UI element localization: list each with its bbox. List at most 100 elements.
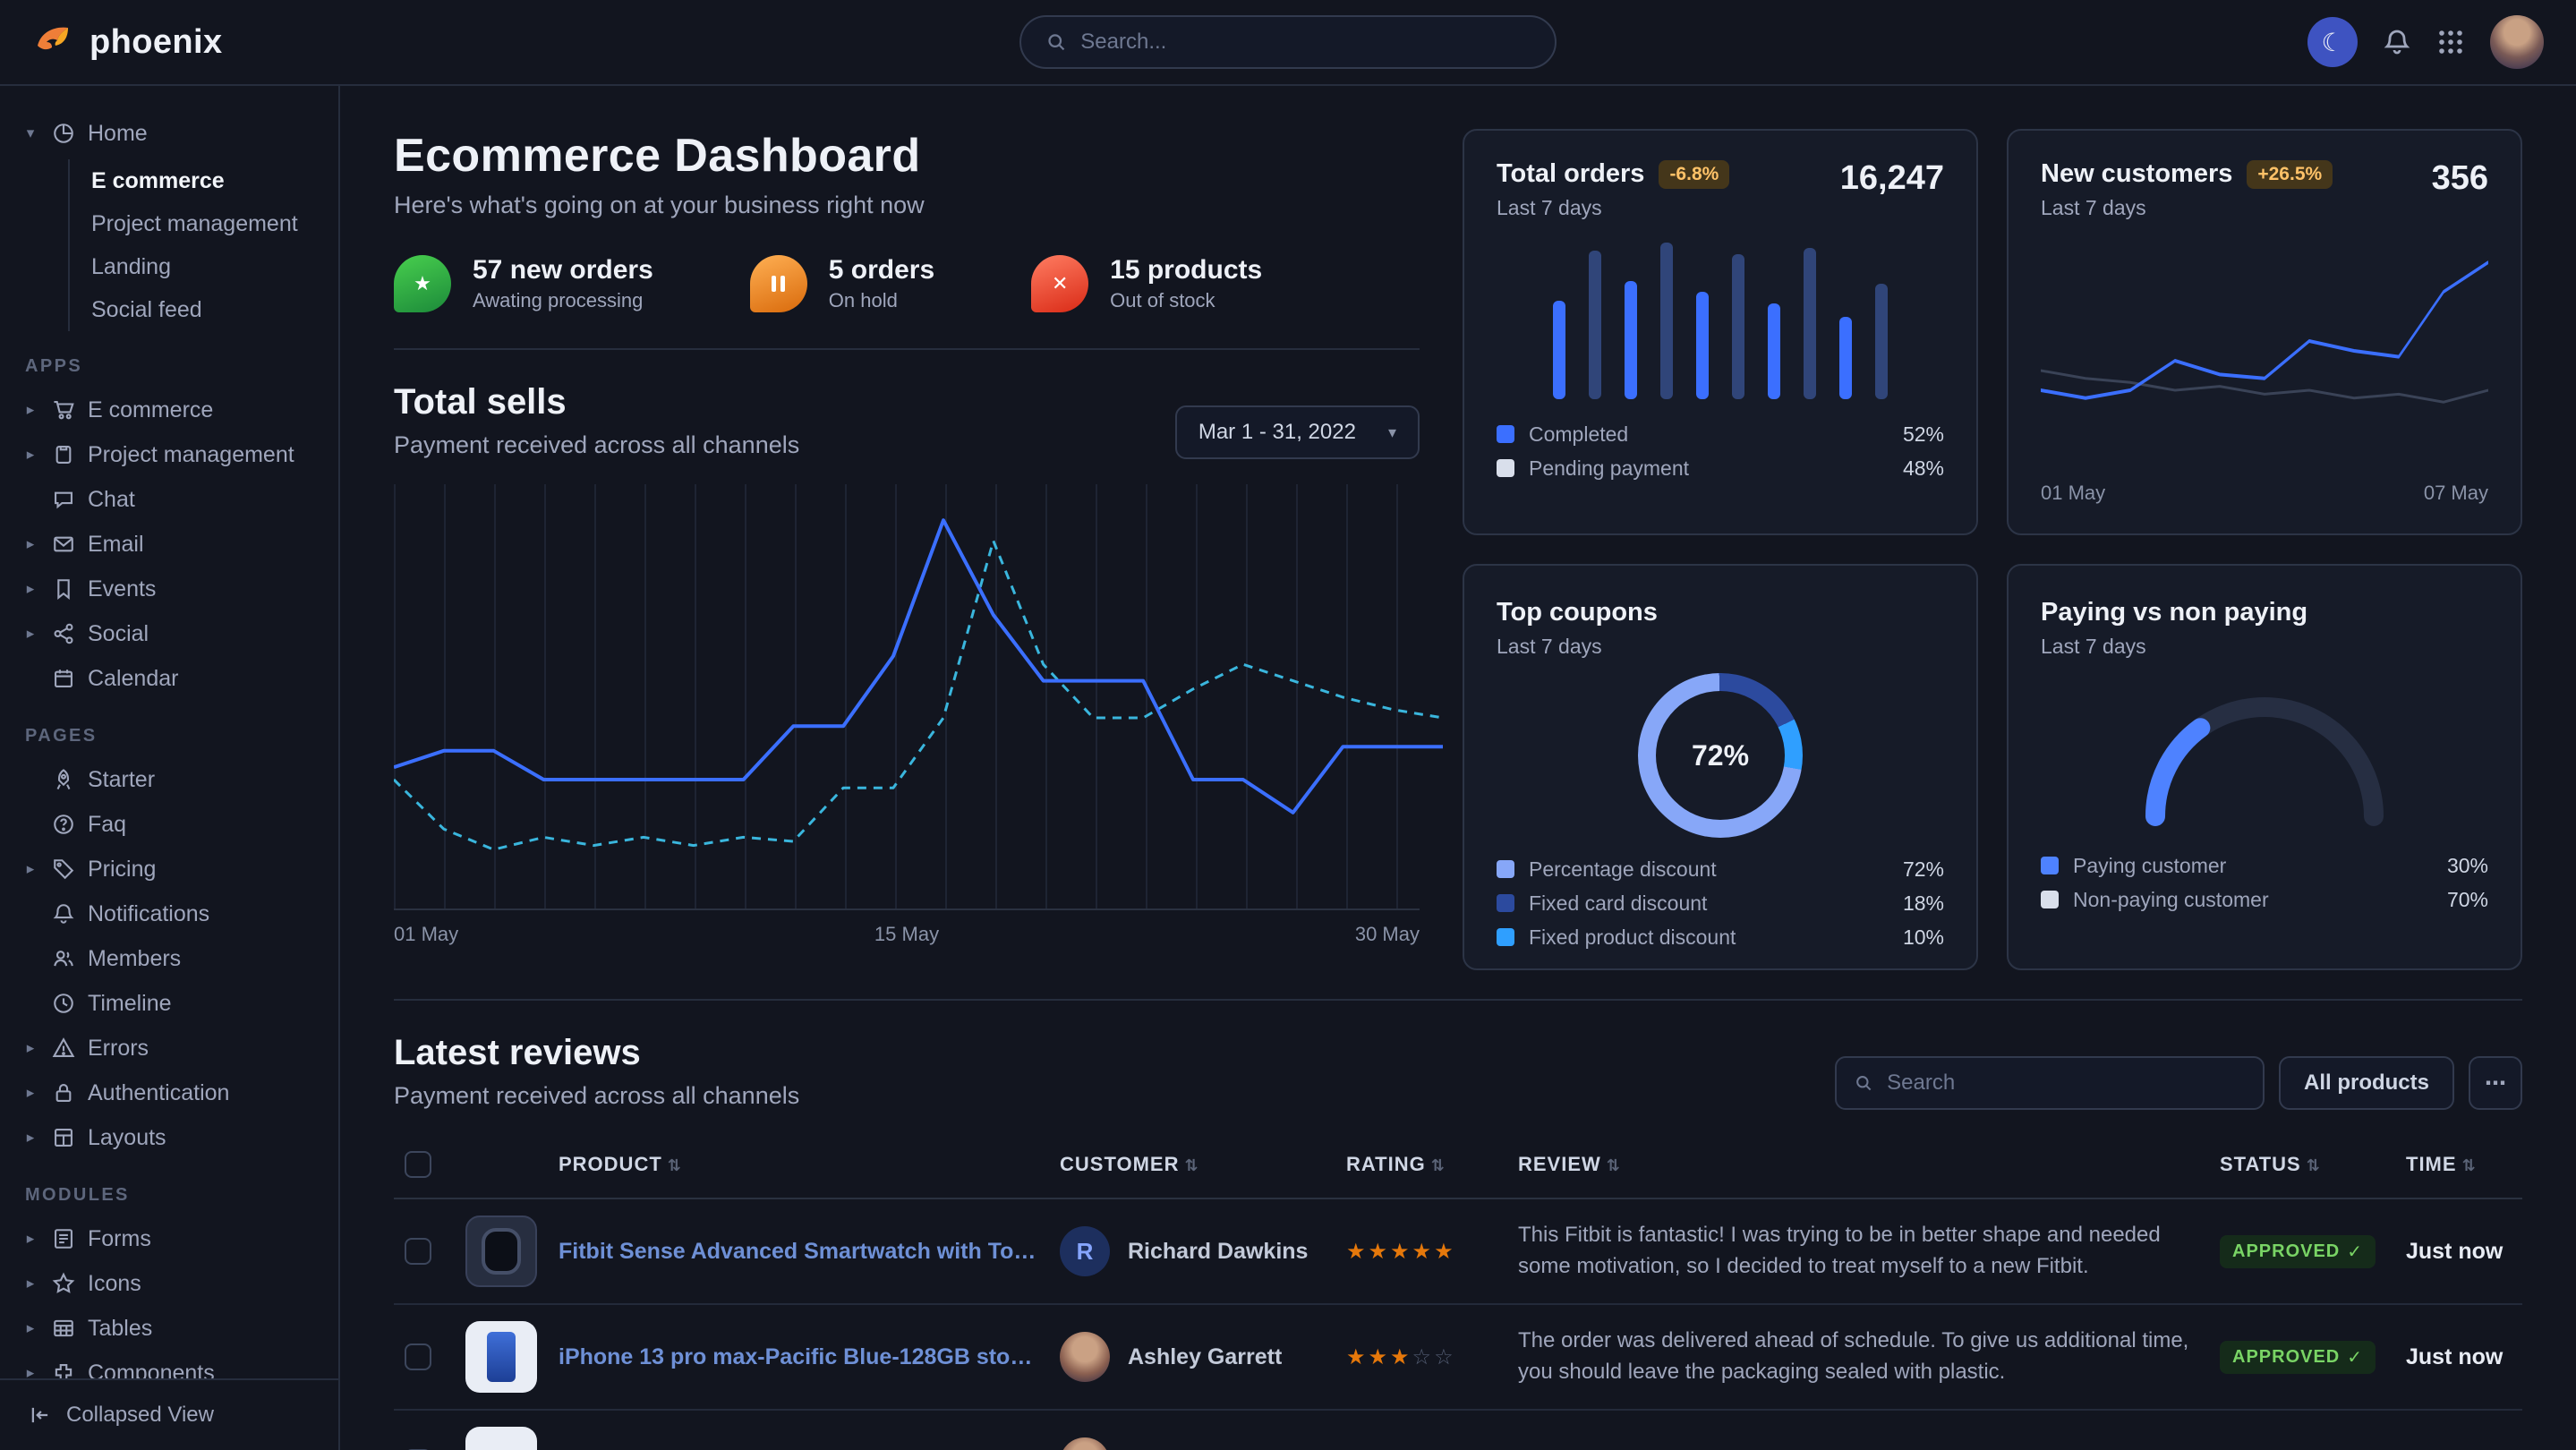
sidebar-item-tables[interactable]: ▸ Tables xyxy=(21,1306,317,1351)
column-header-customer[interactable]: CUSTOMER⇅ xyxy=(1049,1131,1335,1198)
date-range-select[interactable]: Mar 1 - 31, 2022 ▾ xyxy=(1175,405,1420,459)
sidebar-item-home[interactable]: ▾ Home xyxy=(21,111,317,156)
reviews-table: PRODUCT⇅ CUSTOMER⇅ RATING⇅ REVIEW⇅ STATU… xyxy=(394,1131,2522,1450)
clock-icon xyxy=(52,992,75,1015)
stat-new-orders: ★ 57 new orders Awating processing xyxy=(394,255,653,312)
card-title: New customers xyxy=(2041,159,2232,189)
status-badge: APPROVED✓ xyxy=(2220,1341,2376,1374)
sidebar-item-email[interactable]: ▸ Email xyxy=(21,522,317,567)
user-avatar[interactable] xyxy=(2490,15,2544,69)
sidebar-item-project-management-app[interactable]: ▸ Project management xyxy=(21,432,317,477)
home-submenu: E commerce Project management Landing So… xyxy=(68,159,317,331)
total-sells-x-axis: 01 May 15 May 30 May xyxy=(394,923,1420,946)
bell-icon xyxy=(2383,28,2411,56)
phoenix-logo-icon xyxy=(32,21,75,64)
new-customers-chart xyxy=(2041,245,2488,464)
reviews-subtitle: Payment received across all channels xyxy=(394,1082,799,1110)
sidebar-subitem-landing[interactable]: Landing xyxy=(91,245,317,288)
sidebar-item-chat[interactable]: Chat xyxy=(21,477,317,522)
sidebar-item-events[interactable]: ▸ Events xyxy=(21,567,317,611)
paying-vs-non-paying-card: Paying vs non paying Last 7 days Paying … xyxy=(2007,564,2522,970)
collapsed-view-toggle[interactable]: Collapsed View xyxy=(0,1378,338,1450)
sidebar-item-timeline[interactable]: Timeline xyxy=(21,981,317,1026)
sidebar-item-forms[interactable]: ▸ Forms xyxy=(21,1216,317,1261)
legend-completed: Completed 52% xyxy=(1497,417,1944,451)
apps-grid-button[interactable] xyxy=(2436,28,2465,56)
notifications-button[interactable] xyxy=(2383,28,2411,56)
reviews-search-input[interactable] xyxy=(1887,1070,2245,1096)
product-image xyxy=(465,1427,537,1450)
column-header-status[interactable]: STATUS⇅ xyxy=(2209,1131,2395,1198)
sidebar-item-faq[interactable]: Faq xyxy=(21,802,317,847)
orders-bar-chart xyxy=(1497,235,1944,399)
all-products-button[interactable]: All products xyxy=(2279,1056,2454,1110)
sidebar-item-layouts[interactable]: ▸ Layouts xyxy=(21,1115,317,1160)
select-all-checkbox[interactable] xyxy=(405,1151,431,1178)
product-link[interactable]: Fitbit Sense Advanced Smartwatch with To… xyxy=(559,1239,1038,1265)
table-header-row: PRODUCT⇅ CUSTOMER⇅ RATING⇅ REVIEW⇅ STATU… xyxy=(394,1131,2522,1198)
reviews-search[interactable] xyxy=(1835,1056,2265,1110)
column-header-time[interactable]: TIME⇅ xyxy=(2395,1131,2522,1198)
brand-name: phoenix xyxy=(90,23,222,62)
search-input[interactable] xyxy=(1080,30,1530,55)
column-header-product[interactable]: PRODUCT⇅ xyxy=(455,1131,1049,1198)
table-row-partial xyxy=(394,1410,2522,1450)
row-checkbox[interactable] xyxy=(405,1238,431,1265)
more-options-button[interactable]: ⋯ xyxy=(2469,1056,2522,1110)
product-link[interactable]: iPhone 13 pro max-Pacific Blue-128GB sto… xyxy=(559,1344,1038,1370)
sort-icon: ⇅ xyxy=(668,1156,682,1174)
new-orders-icon: ★ xyxy=(394,255,451,312)
product-image xyxy=(465,1215,537,1287)
share-icon xyxy=(52,622,75,645)
caret-right-icon: ▸ xyxy=(21,860,39,878)
global-search[interactable] xyxy=(1019,15,1557,69)
row-checkbox[interactable] xyxy=(405,1343,431,1370)
latest-reviews-section: Latest reviews Payment received across a… xyxy=(394,1001,2522,1450)
caret-right-icon: ▸ xyxy=(21,1039,39,1057)
users-icon xyxy=(52,947,75,970)
sort-icon: ⇅ xyxy=(1431,1156,1446,1174)
column-header-rating[interactable]: RATING⇅ xyxy=(1335,1131,1507,1198)
sidebar-item-icons[interactable]: ▸ Icons xyxy=(21,1261,317,1306)
collapse-icon xyxy=(29,1403,52,1427)
sidebar-subitem-social-feed[interactable]: Social feed xyxy=(91,288,317,331)
out-of-stock-icon: ✕ xyxy=(1031,255,1088,312)
sidebar-item-label: Home xyxy=(88,121,148,147)
page-title: Ecommerce Dashboard xyxy=(394,129,1420,183)
donut-center-value: 72% xyxy=(1692,739,1749,772)
card-title: Top coupons xyxy=(1497,598,1658,627)
sidebar-item-ecommerce-app[interactable]: ▸ E commerce xyxy=(21,388,317,432)
sidebar-item-errors[interactable]: ▸ Errors xyxy=(21,1026,317,1070)
column-header-review[interactable]: REVIEW⇅ xyxy=(1507,1131,2209,1198)
warning-icon xyxy=(52,1036,75,1060)
envelope-icon xyxy=(52,533,75,556)
brand[interactable]: phoenix xyxy=(32,21,222,64)
sidebar-subitem-ecommerce[interactable]: E commerce xyxy=(91,159,317,202)
section-title-modules: MODULES xyxy=(25,1185,317,1206)
sidebar-item-pricing[interactable]: ▸ Pricing xyxy=(21,847,317,891)
sidebar-item-social[interactable]: ▸ Social xyxy=(21,611,317,656)
star-icon xyxy=(52,1272,75,1295)
customer-avatar xyxy=(1060,1332,1110,1382)
review-time: Just now xyxy=(2406,1239,2503,1264)
card-title: Paying vs non paying xyxy=(2041,598,2307,627)
on-hold-icon xyxy=(750,255,807,312)
caret-right-icon: ▸ xyxy=(21,446,39,464)
sidebar-item-calendar[interactable]: Calendar xyxy=(21,656,317,701)
sort-icon: ⇅ xyxy=(2462,1156,2477,1174)
form-icon xyxy=(52,1227,75,1250)
sidebar-item-starter[interactable]: Starter xyxy=(21,757,317,802)
search-icon xyxy=(1046,31,1066,53)
stats-row: ★ 57 new orders Awating processing 5 ord… xyxy=(394,255,1420,350)
sidebar-item-components[interactable]: ▸ Components xyxy=(21,1351,317,1378)
dark-mode-toggle[interactable]: ☾ xyxy=(2307,17,2358,67)
sidebar-item-members[interactable]: Members xyxy=(21,936,317,981)
sidebar-item-authentication[interactable]: ▸ Authentication xyxy=(21,1070,317,1115)
trend-badge: +26.5% xyxy=(2247,160,2333,189)
top-coupons-card: Top coupons Last 7 days 72% Percentage d… xyxy=(1463,564,1978,970)
moon-icon: ☾ xyxy=(2321,28,2343,57)
sidebar-subitem-project-management[interactable]: Project management xyxy=(91,202,317,245)
sidebar-item-notifications[interactable]: Notifications xyxy=(21,891,317,936)
chat-icon xyxy=(52,488,75,511)
card-title: Total orders xyxy=(1497,159,1644,189)
